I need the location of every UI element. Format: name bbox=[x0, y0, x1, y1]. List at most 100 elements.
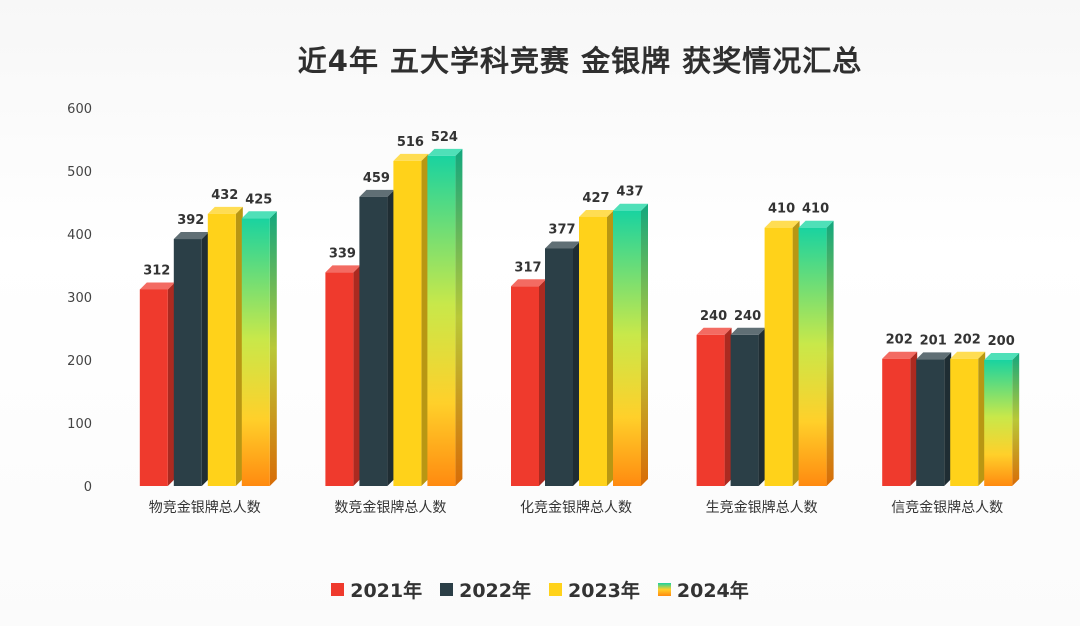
bar-top bbox=[393, 153, 429, 161]
bar-top bbox=[241, 211, 277, 219]
data-label: 516 bbox=[397, 135, 424, 150]
bar-top bbox=[511, 279, 546, 287]
legend-swatch bbox=[657, 583, 671, 596]
bar-2021年 bbox=[139, 289, 168, 486]
data-label: 437 bbox=[616, 185, 643, 200]
bar-side bbox=[1012, 353, 1020, 486]
data-label: 410 bbox=[768, 202, 795, 217]
legend-swatch bbox=[440, 583, 454, 596]
bar-top bbox=[984, 353, 1020, 360]
legend-label: 2024年 bbox=[676, 580, 749, 602]
bar-2022年 bbox=[359, 196, 388, 486]
data-label: 240 bbox=[734, 309, 761, 324]
bar-2021年 bbox=[511, 286, 539, 486]
data-label: 425 bbox=[245, 192, 272, 207]
y-tick-label: 300 bbox=[67, 291, 92, 306]
y-tick-label: 0 bbox=[84, 480, 92, 495]
data-label: 524 bbox=[431, 130, 458, 145]
bar-top bbox=[207, 206, 243, 214]
bar-2022年 bbox=[173, 239, 202, 486]
data-label: 427 bbox=[582, 191, 609, 206]
bar-top bbox=[696, 327, 732, 335]
data-label: 377 bbox=[548, 222, 575, 237]
legend-label: 2023年 bbox=[568, 580, 640, 602]
legend-label: 2021年 bbox=[350, 580, 423, 602]
bar-side bbox=[455, 148, 463, 486]
bar-top bbox=[798, 220, 834, 228]
bar-2023年 bbox=[393, 160, 422, 487]
bar-side bbox=[539, 279, 546, 486]
bar-side bbox=[387, 189, 395, 486]
data-label: 410 bbox=[802, 202, 829, 217]
bar-side bbox=[353, 265, 361, 486]
data-label: 202 bbox=[886, 333, 913, 348]
y-tick-label: 600 bbox=[67, 102, 92, 117]
bar-side bbox=[758, 327, 766, 486]
bar-2021年 bbox=[882, 358, 911, 486]
bar-2024年 bbox=[984, 360, 1013, 486]
bar-side bbox=[792, 220, 800, 486]
bar-2021年 bbox=[696, 334, 725, 486]
bar-2024年 bbox=[798, 227, 827, 486]
data-label: 317 bbox=[514, 260, 541, 275]
bar-top bbox=[916, 352, 952, 360]
legend-item-2024: 2024年 bbox=[657, 576, 749, 603]
bar-2022年 bbox=[545, 248, 573, 486]
bar-top bbox=[764, 220, 800, 228]
bar-2024年 bbox=[427, 155, 456, 486]
bar-side bbox=[944, 352, 952, 486]
data-label: 459 bbox=[363, 171, 390, 186]
bar-side bbox=[235, 206, 243, 486]
bar-top bbox=[427, 148, 463, 156]
data-label: 200 bbox=[988, 334, 1015, 349]
bar-2024年 bbox=[613, 210, 641, 486]
bar-2023年 bbox=[764, 227, 793, 486]
legend-label: 2022年 bbox=[459, 580, 531, 602]
legend: 2021年 2022年 2023年 2024年 bbox=[0, 576, 1080, 603]
bar-side bbox=[978, 351, 986, 486]
bar-side bbox=[607, 209, 614, 487]
bar-top bbox=[613, 203, 648, 211]
data-label: 339 bbox=[329, 246, 356, 261]
bar-top bbox=[579, 209, 614, 217]
bar-top bbox=[882, 351, 918, 359]
data-label: 312 bbox=[143, 263, 170, 278]
legend-item-2022: 2022年 bbox=[440, 576, 531, 603]
data-label: 201 bbox=[920, 333, 947, 348]
x-category-label: 生竞金银牌总人数 bbox=[706, 499, 818, 516]
bar-2022年 bbox=[916, 359, 945, 486]
bar-2024年 bbox=[241, 218, 270, 486]
bar-side bbox=[573, 241, 580, 486]
y-tick-label: 500 bbox=[67, 165, 92, 180]
x-category-label: 化竞金银牌总人数 bbox=[520, 499, 632, 516]
x-category-label: 物竞金银牌总人数 bbox=[149, 499, 261, 516]
legend-swatch bbox=[331, 583, 345, 596]
bar-2022年 bbox=[730, 334, 759, 486]
data-label: 392 bbox=[177, 213, 204, 228]
bar-side bbox=[201, 232, 209, 486]
data-label: 432 bbox=[211, 188, 238, 203]
y-tick-label: 100 bbox=[67, 417, 92, 432]
chart-title: 近4年 五大学科竞赛 金银牌 获奖情况汇总 bbox=[297, 44, 863, 78]
legend-swatch bbox=[549, 583, 562, 596]
data-label: 202 bbox=[954, 333, 981, 348]
bar-top bbox=[950, 351, 986, 359]
bar-top bbox=[545, 241, 580, 249]
legend-item-2021: 2021年 bbox=[331, 576, 422, 603]
x-category-label: 信竞金银牌总人数 bbox=[891, 499, 1003, 516]
bar-side bbox=[826, 220, 834, 486]
x-category-label: 数竞金银牌总人数 bbox=[334, 499, 446, 516]
legend-item-2023: 2023年 bbox=[549, 576, 640, 603]
data-label: 240 bbox=[700, 309, 727, 324]
y-tick-label: 200 bbox=[67, 354, 92, 369]
bar-2023年 bbox=[950, 358, 979, 486]
bar-top bbox=[359, 189, 395, 197]
bar-side bbox=[269, 211, 277, 486]
y-tick-label: 400 bbox=[67, 228, 92, 243]
bar-2023年 bbox=[207, 213, 236, 486]
bar-side bbox=[167, 282, 175, 486]
bar-top bbox=[325, 265, 361, 273]
bar-2021年 bbox=[325, 272, 354, 486]
bar-2023年 bbox=[579, 216, 607, 487]
